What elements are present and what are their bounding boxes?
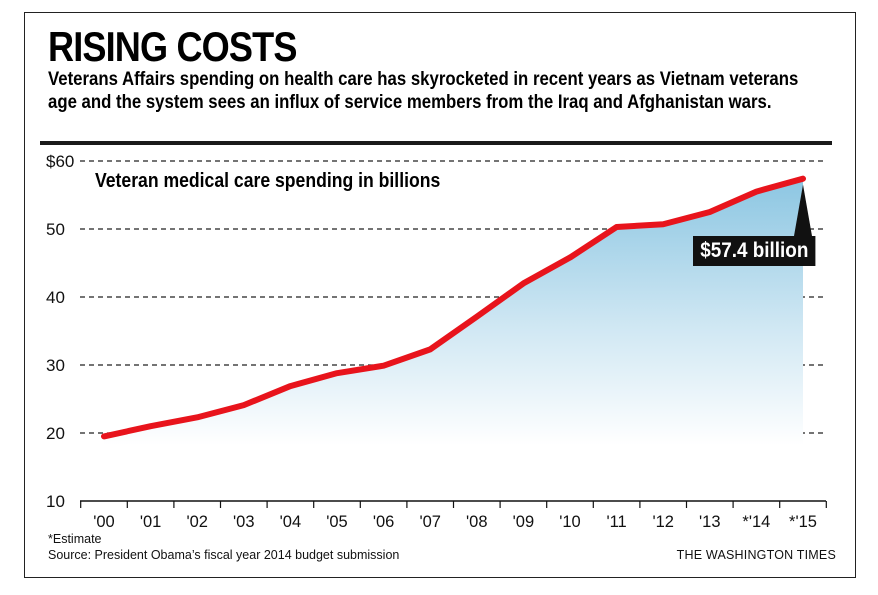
- data-point: [148, 423, 154, 429]
- x-tick-label: '13: [699, 513, 721, 531]
- x-tick-label: '10: [559, 513, 581, 531]
- y-tick-label: 20: [46, 424, 65, 443]
- title-rule: [40, 141, 832, 145]
- data-point: [567, 255, 573, 261]
- y-tick-label: 30: [46, 356, 65, 375]
- data-point: [334, 370, 340, 376]
- x-tick-label: '02: [186, 513, 208, 531]
- y-axis-label: Veteran medical care spending in billion…: [95, 170, 441, 192]
- data-point: [194, 414, 200, 420]
- x-tick-label: '09: [513, 513, 535, 531]
- x-tick-label: '08: [466, 513, 488, 531]
- x-tick-label: '07: [419, 513, 441, 531]
- y-tick-label: 50: [46, 220, 65, 239]
- y-tick-label: $60: [46, 152, 74, 171]
- x-tick-label: '04: [280, 513, 302, 531]
- publisher-credit: THE WASHINGTON TIMES: [676, 548, 836, 562]
- data-point: [101, 433, 107, 439]
- y-tick-label: 10: [46, 492, 65, 511]
- data-point: [427, 346, 433, 352]
- x-tick-label: '11: [606, 513, 626, 531]
- data-point: [660, 221, 666, 227]
- value-callout: $57.4 billion: [693, 236, 816, 266]
- x-tick-label: '00: [93, 513, 115, 531]
- data-point: [381, 363, 387, 369]
- footnote: *Estimate: [48, 532, 102, 546]
- series-line: [101, 175, 806, 440]
- chart-subtitle: Veterans Affairs spending on health care…: [48, 68, 799, 113]
- x-tick-label: '05: [326, 513, 348, 531]
- x-tick-label: '01: [140, 513, 162, 531]
- data-point: [707, 209, 713, 215]
- x-tick-label: '03: [233, 513, 255, 531]
- data-point: [614, 224, 620, 230]
- chart-title: RISING COSTS: [48, 23, 297, 70]
- x-tick-label: *'14: [742, 513, 770, 531]
- source-note: Source: President Obama’s fiscal year 20…: [48, 548, 400, 562]
- x-tick-label: '06: [373, 513, 395, 531]
- x-tick-label: '12: [652, 513, 674, 531]
- callout-pointer: [794, 184, 812, 236]
- x-tick-label: *'15: [789, 513, 817, 531]
- chart-frame: [24, 12, 856, 578]
- data-point: [520, 280, 526, 286]
- area-fill: [104, 178, 803, 446]
- data-point: [800, 176, 806, 182]
- data-point: [474, 314, 480, 320]
- y-tick-label: 40: [46, 288, 65, 307]
- data-point: [241, 402, 247, 408]
- data-point: [753, 189, 759, 195]
- data-point: [287, 383, 293, 389]
